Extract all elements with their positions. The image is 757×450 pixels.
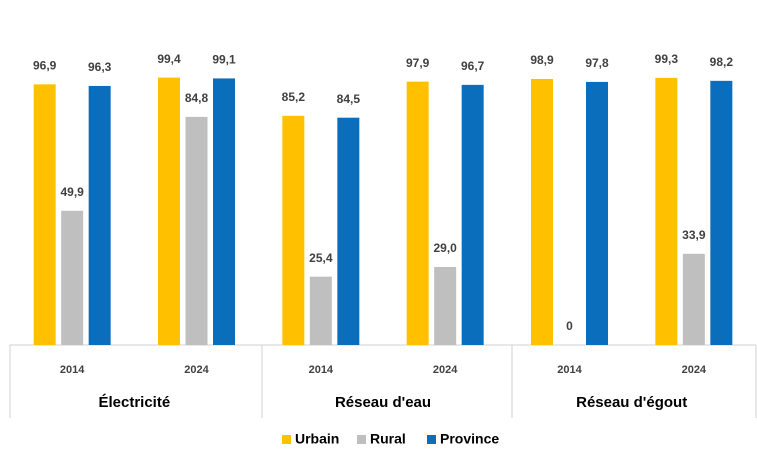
group-label: Électricité (98, 394, 170, 411)
x-tick-label: 2014 (309, 364, 334, 376)
legend-label: Province (440, 431, 499, 447)
value-label: 84,5 (337, 92, 361, 106)
legend-label: Rural (370, 431, 406, 447)
x-tick-label: 2024 (433, 364, 458, 376)
bar (185, 116, 208, 345)
bar (33, 84, 56, 346)
bar (282, 115, 305, 345)
x-tick-label: 2014 (60, 364, 85, 376)
bar (158, 77, 180, 345)
value-label: 85,2 (282, 90, 306, 104)
group-label: Réseau d'eau (335, 394, 431, 411)
value-label: 84,8 (185, 91, 209, 105)
bar (682, 253, 705, 345)
value-label: 33,9 (682, 228, 706, 242)
x-tick-label: 2024 (184, 364, 209, 376)
value-label: 96,9 (33, 59, 57, 73)
bar (655, 77, 678, 346)
x-tick-label: 2014 (557, 364, 582, 376)
bar (461, 84, 484, 345)
value-label: 97,8 (585, 56, 609, 70)
bar (309, 276, 332, 345)
value-label: 25,4 (309, 251, 333, 265)
value-label: 97,9 (406, 56, 430, 70)
value-label: 0 (566, 319, 573, 333)
legend-label: Urbain (295, 431, 339, 447)
bar (213, 78, 235, 346)
bar (61, 210, 84, 345)
bar (88, 85, 111, 345)
value-label: 49,9 (60, 185, 84, 199)
bar (434, 266, 457, 345)
value-label: 99,4 (157, 52, 181, 66)
bar (337, 117, 360, 345)
x-tick-label: 2024 (682, 364, 707, 376)
legend-swatch (282, 435, 291, 444)
value-label: 98,2 (710, 55, 734, 69)
group-label: Réseau d'égout (576, 394, 687, 411)
bar (406, 81, 429, 346)
value-label: 96,7 (461, 59, 485, 73)
legend-swatch (357, 435, 366, 444)
value-label: 29,0 (433, 241, 457, 255)
legend-swatch (427, 435, 436, 444)
value-label: 96,3 (88, 60, 112, 74)
bar (710, 80, 733, 345)
value-label: 99,3 (655, 52, 679, 66)
bar (586, 81, 608, 345)
bar (531, 78, 553, 346)
value-label: 98,9 (530, 53, 554, 67)
value-label: 99,1 (212, 53, 236, 67)
